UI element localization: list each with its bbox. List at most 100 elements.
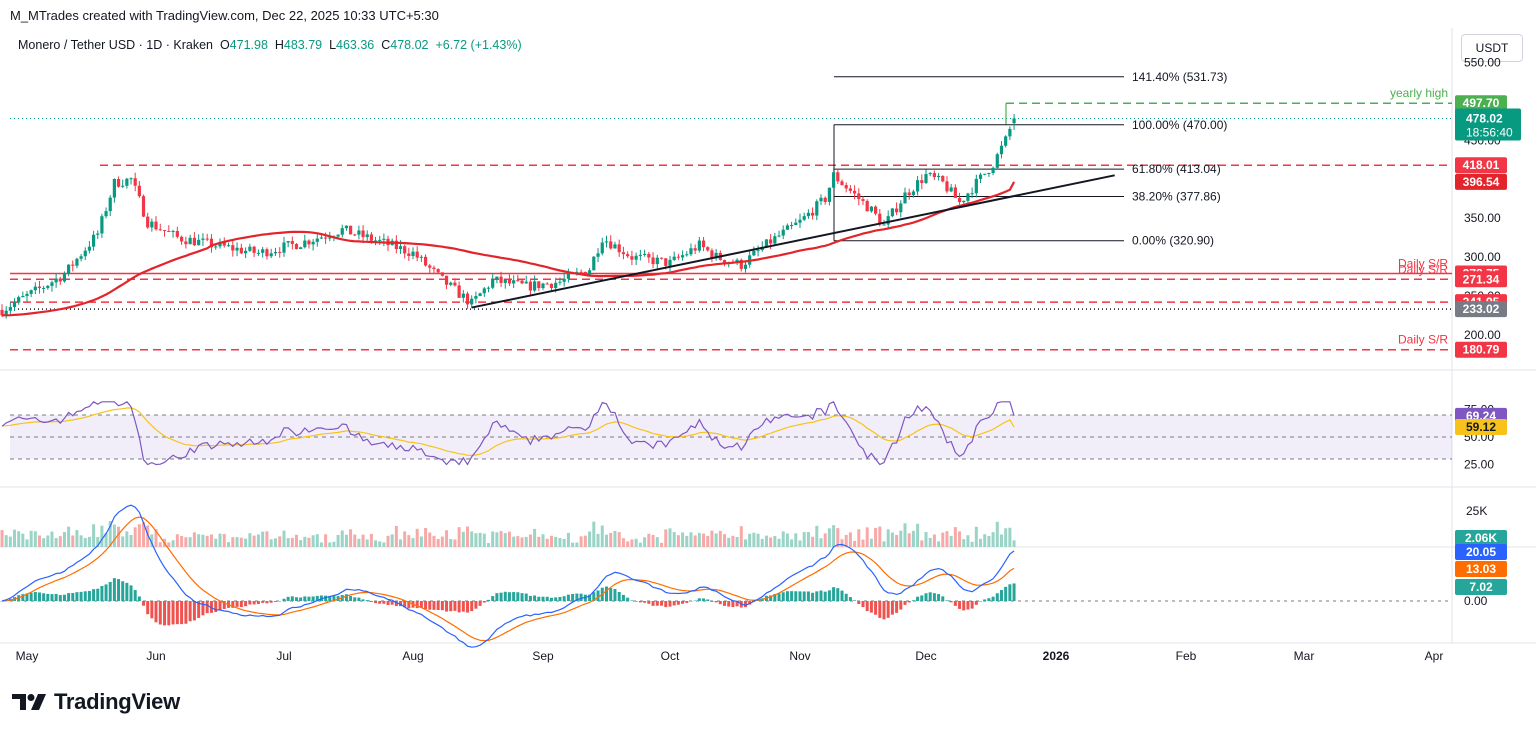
candle-body <box>533 281 537 291</box>
macd-histogram-bar <box>428 601 432 610</box>
macd-histogram-bar <box>983 599 987 601</box>
candle-body <box>579 271 583 273</box>
volume-bar <box>486 543 490 547</box>
macd-histogram-bar <box>874 601 878 615</box>
volume-bar <box>983 534 987 547</box>
macd-histogram-bar <box>541 596 545 601</box>
volume-bar <box>278 536 282 547</box>
candle-body <box>697 240 701 251</box>
histogram-value-tag: 7.02 <box>1469 580 1493 594</box>
histogram-value-tag-bg <box>1455 579 1507 595</box>
macd-histogram-bar <box>457 601 461 613</box>
close-value: 478.02 <box>390 38 429 52</box>
candle-body <box>303 240 307 248</box>
candle-body <box>974 178 978 194</box>
currency-button[interactable]: USDT <box>1461 34 1523 62</box>
macd-histogram-bar <box>777 593 781 601</box>
candle-body <box>764 239 769 248</box>
fibonacci-retracement: 141.40% (531.73) 100.00% (470.00) 61.80% (… <box>833 70 1227 248</box>
candle-body <box>920 180 924 183</box>
volume-bar <box>218 533 222 547</box>
macd-histogram-bar <box>374 601 378 604</box>
volume-bar <box>702 533 706 547</box>
candle-body <box>676 256 680 258</box>
volume-bar <box>999 534 1003 547</box>
volume-bar <box>512 536 516 547</box>
macd-histogram-bar <box>209 601 213 613</box>
macd-histogram-bar <box>823 591 827 601</box>
candle-body <box>394 240 398 250</box>
last-price-value: 478.02 <box>1466 112 1503 126</box>
volume-bar <box>549 535 553 547</box>
macd-histogram-bar <box>865 601 869 612</box>
volume-bar <box>328 542 332 547</box>
macd-histogram-bar <box>171 601 175 625</box>
volume-bar <box>785 533 789 547</box>
volume-bar <box>668 528 672 547</box>
volume-bar <box>299 540 303 547</box>
candle-body <box>440 272 444 276</box>
volume-bar <box>579 536 583 547</box>
candle-body <box>222 241 226 246</box>
macd-histogram-bar <box>537 596 541 601</box>
macd-histogram-bar <box>100 585 104 601</box>
candle-body <box>499 276 503 283</box>
candle-body <box>382 238 386 240</box>
volume-bar <box>630 539 634 547</box>
volume-bar <box>1008 527 1012 547</box>
volume-bar <box>706 535 710 547</box>
volume-bar <box>605 534 608 547</box>
volume-bar <box>777 538 781 547</box>
candle-body <box>378 239 382 241</box>
tradingview-logo-icon <box>12 694 46 710</box>
candle-body <box>983 173 987 175</box>
volume-bar <box>290 537 294 547</box>
candle-body <box>583 271 587 275</box>
volume-bar <box>137 524 141 547</box>
candle-body <box>613 244 617 249</box>
volume-bar <box>516 536 520 547</box>
volume-bar <box>273 538 277 547</box>
volume-bar <box>222 533 226 547</box>
macd-histogram-bar <box>558 596 562 601</box>
macd-histogram-bar <box>1012 583 1016 601</box>
volume-bar <box>769 537 773 547</box>
candle-body <box>941 175 945 182</box>
volume-axis-tick: 25K <box>1466 504 1487 518</box>
macd-histogram-bar <box>478 601 482 606</box>
volume-bar <box>718 530 722 547</box>
candle-body <box>617 244 621 253</box>
volume-bar <box>756 533 760 547</box>
volume-bar <box>558 537 562 547</box>
candle-body <box>832 172 836 188</box>
volume-bar <box>307 537 311 547</box>
candle-body <box>655 257 659 265</box>
candle-body <box>604 241 609 243</box>
tradingview-logo[interactable]: TradingView <box>12 689 180 715</box>
candle-body <box>680 255 685 258</box>
macd-histogram-bar <box>962 601 966 611</box>
candle-body <box>685 254 689 256</box>
candle-body <box>33 286 37 291</box>
macd-histogram-bar <box>571 593 575 601</box>
candle-body <box>587 270 592 275</box>
macd-histogram-bar <box>748 601 752 605</box>
volume-bar <box>932 534 936 547</box>
candle-body <box>104 211 108 217</box>
macd-histogram-bar <box>579 593 583 601</box>
macd-histogram-bar <box>394 601 398 607</box>
macd-histogram-bar <box>706 599 710 601</box>
volume-bar <box>714 533 718 547</box>
candle-body <box>8 307 12 311</box>
macd-histogram-bar <box>201 601 205 616</box>
volume-bar <box>349 529 353 547</box>
candle-body <box>344 225 349 229</box>
macd-histogram-bar <box>453 601 457 611</box>
symbol-title[interactable]: Monero / Tether USD · 1D · Kraken <box>18 38 213 52</box>
macd-histogram-bar <box>773 593 777 601</box>
macd-histogram-bar <box>491 596 495 601</box>
macd-histogram-bar <box>617 591 621 601</box>
macd-histogram-bar <box>727 601 731 607</box>
macd-histogram-bar <box>252 601 256 605</box>
